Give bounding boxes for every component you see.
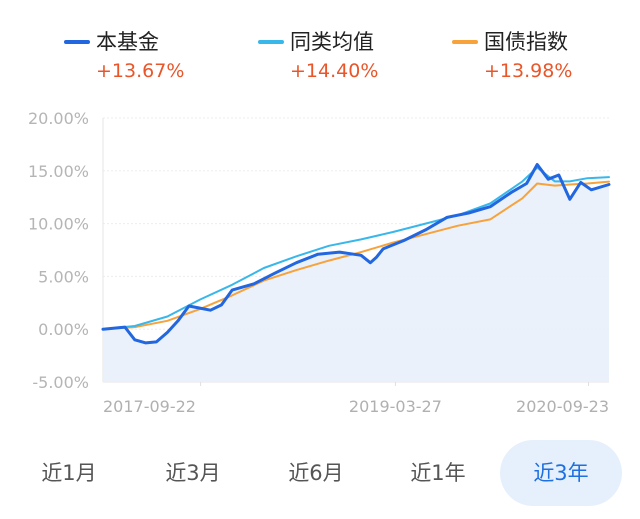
x-tick-label: 2020-09-23 [516, 397, 609, 416]
period-tabs: 近1月 近3月 近6月 近1年 近3年 [0, 440, 640, 510]
series-line-1 [102, 166, 610, 331]
legend-return: +13.67% [96, 60, 185, 82]
y-tick-label: 0.00% [38, 320, 89, 339]
x-tick-label: 2019-03-27 [349, 397, 442, 416]
y-tick-label: 15.00% [28, 162, 89, 181]
tab-1-year[interactable]: 近1年 [410, 461, 466, 485]
y-tick-label: 5.00% [38, 267, 89, 286]
x-tick-label: 2017-09-22 [103, 397, 196, 416]
legend-swatch [452, 40, 478, 44]
y-tick-label: 10.00% [28, 215, 89, 234]
tab-1-month[interactable]: 近1月 [41, 461, 97, 485]
y-tick-label: 20.00% [28, 109, 89, 128]
legend-return: +13.98% [484, 60, 573, 82]
legend-label: 同类均值 [290, 30, 374, 54]
legend-label: 国债指数 [484, 30, 568, 54]
legend-return: +14.40% [290, 60, 379, 82]
legend-swatch [258, 40, 284, 44]
series-line-0 [101, 163, 611, 345]
tab-6-months[interactable]: 近6月 [288, 461, 344, 485]
chart-legend: 本基金 +13.67% 同类均值 +14.40% 国债指数 +13.98% [0, 26, 640, 96]
performance-line-chart: 20.00% 15.00% 10.00% 5.00% 0.00% -5.00% 2017-0… [28, 109, 611, 416]
legend-swatch [64, 40, 90, 44]
tab-3-months[interactable]: 近3月 [165, 461, 221, 485]
y-tick-label: -5.00% [32, 373, 89, 392]
legend-label: 本基金 [96, 30, 159, 54]
tab-3-years[interactable]: 近3年 [500, 440, 622, 506]
fund-area-fill [103, 164, 609, 382]
